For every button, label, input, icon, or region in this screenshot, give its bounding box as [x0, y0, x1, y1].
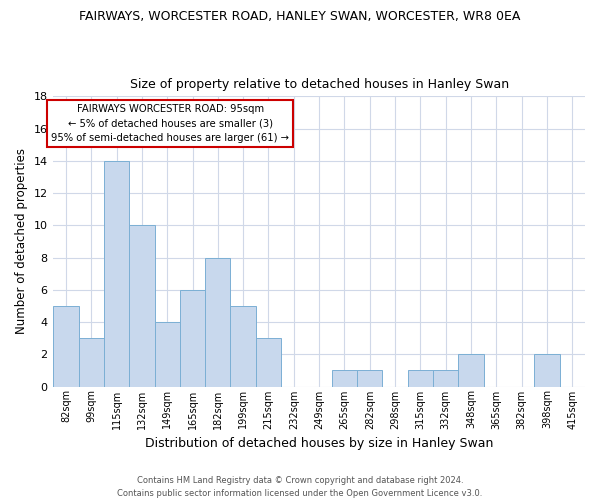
Bar	[357, 370, 382, 386]
Bar	[180, 290, 205, 386]
Y-axis label: Number of detached properties: Number of detached properties	[15, 148, 28, 334]
Bar	[433, 370, 458, 386]
Text: FAIRWAYS WORCESTER ROAD: 95sqm
← 5% of detached houses are smaller (3)
95% of se: FAIRWAYS WORCESTER ROAD: 95sqm ← 5% of d…	[51, 104, 289, 143]
Bar	[332, 370, 357, 386]
Text: FAIRWAYS, WORCESTER ROAD, HANLEY SWAN, WORCESTER, WR8 0EA: FAIRWAYS, WORCESTER ROAD, HANLEY SWAN, W…	[79, 10, 521, 23]
Bar	[53, 306, 79, 386]
Bar	[256, 338, 281, 386]
Bar	[79, 338, 104, 386]
X-axis label: Distribution of detached houses by size in Hanley Swan: Distribution of detached houses by size …	[145, 437, 493, 450]
Bar	[205, 258, 230, 386]
Bar	[535, 354, 560, 386]
Text: Contains HM Land Registry data © Crown copyright and database right 2024.
Contai: Contains HM Land Registry data © Crown c…	[118, 476, 482, 498]
Bar	[155, 322, 180, 386]
Title: Size of property relative to detached houses in Hanley Swan: Size of property relative to detached ho…	[130, 78, 509, 91]
Bar	[230, 306, 256, 386]
Bar	[129, 226, 155, 386]
Bar	[458, 354, 484, 386]
Bar	[104, 161, 129, 386]
Bar	[408, 370, 433, 386]
